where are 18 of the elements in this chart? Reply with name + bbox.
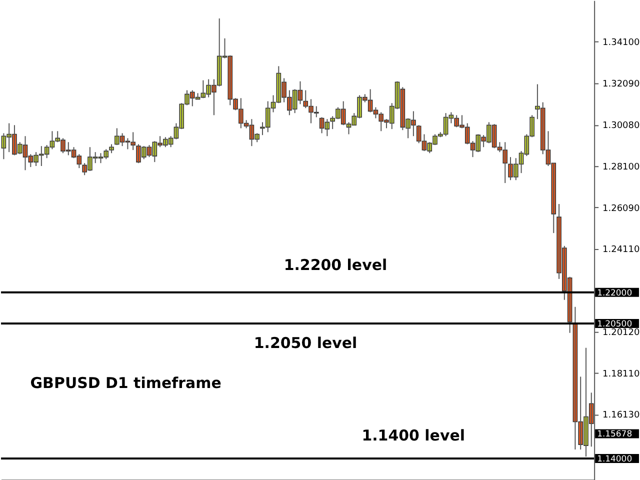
annotation: GBPUSD D1 timeframe (30, 374, 222, 392)
annotation: 1.1400 level (362, 426, 466, 445)
y-tick-label: 1.30080 (602, 121, 640, 132)
annotation: 1.2200 level (284, 256, 388, 274)
ref-line-label: 1.22000 (597, 287, 632, 298)
annotation: 1.2050 level (254, 334, 358, 352)
y-tick-label: 1.26090 (602, 204, 640, 214)
y-tick-label: 1.16130 (602, 410, 640, 421)
ref-line-label: 1.14000 (597, 453, 632, 464)
ref-line-label: 1.20500 (597, 318, 632, 329)
candlestick (109, 144, 114, 154)
y-tick-label: 1.18110 (602, 370, 640, 380)
y-tick-label: 1.28100 (602, 162, 640, 172)
y-tick-label: 1.34100 (602, 38, 640, 48)
y-tick-label: 1.24110 (602, 245, 640, 256)
y-tick-label: 1.32090 (602, 79, 640, 90)
text: 1.15678 (597, 428, 632, 439)
y-tick-label: 1.20120 (602, 328, 640, 338)
